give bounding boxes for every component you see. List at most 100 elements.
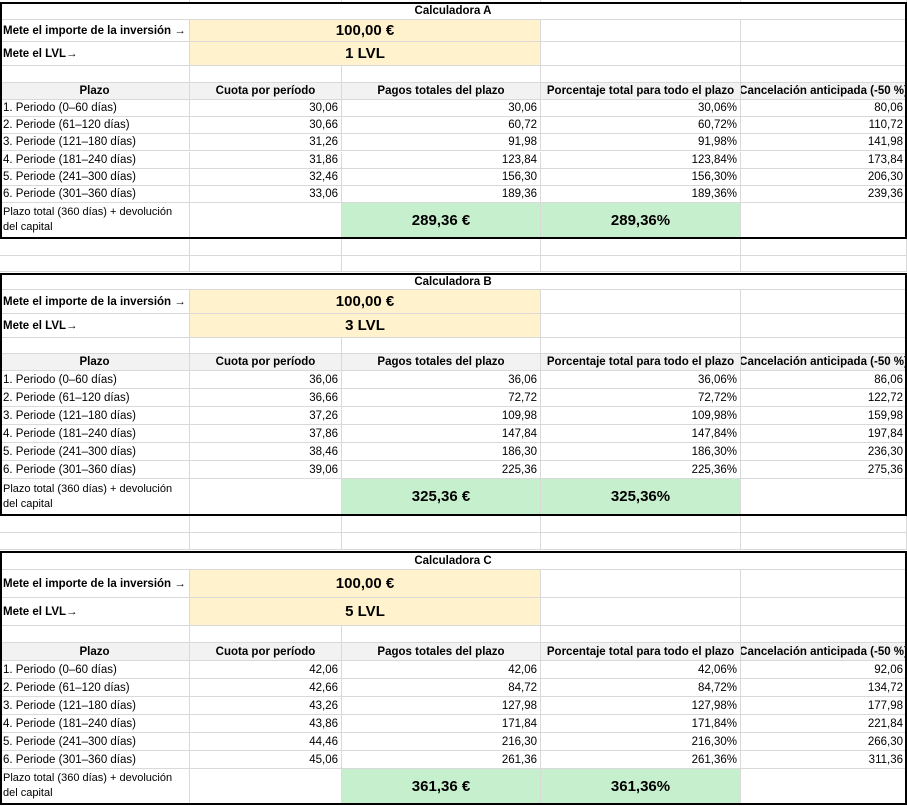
value-cell: 36,06 [342,371,541,389]
value-cell: 30,06% [541,100,741,118]
column-header: Cuota por período [190,354,342,371]
period-label: 2. Periode (61–120 días) [0,389,190,407]
value-cell: 60,72 [342,117,541,135]
value-cell: 134,72 [741,679,907,697]
value-cell: 92,06 [741,661,907,679]
value-cell: 177,98 [741,697,907,715]
value-cell: 221,84 [741,715,907,733]
calculator-title: Calculadora B [0,274,907,290]
empty-cell [741,42,907,66]
value-cell: 206,30 [741,168,907,186]
value-cell: 60,72% [541,117,741,135]
empty-cell [541,66,741,83]
period-label: 2. Periode (61–120 días) [0,679,190,697]
value-cell: 236,30 [741,443,907,461]
empty-cell [190,203,342,238]
value-cell: 72,72% [541,389,741,407]
lvl-label: Mete el LVL→ [0,42,190,66]
value-cell: 123,84% [541,151,741,169]
value-cell: 30,66 [190,117,342,135]
value-cell: 147,84 [342,425,541,443]
investment-value: 100,00 € [190,570,541,598]
empty-cell [741,533,907,550]
empty-cell [190,515,342,533]
value-cell: 261,36 [342,751,541,769]
empty-cell [0,515,190,533]
lvl-value: 1 LVL [190,42,541,66]
empty-cell [541,290,741,314]
empty-cell [541,238,741,256]
value-cell: 91,98% [541,134,741,152]
value-cell: 127,98% [541,697,741,715]
empty-cell [342,66,541,83]
column-header: Plazo [0,354,190,371]
empty-cell [190,66,342,83]
column-header: Pagos totales del plazo [342,83,541,100]
value-cell: 42,66 [190,679,342,697]
value-cell: 216,30 [342,733,541,751]
empty-cell [0,338,190,354]
value-cell: 31,26 [190,134,342,152]
value-cell: 42,06 [190,661,342,679]
empty-cell [342,256,541,272]
empty-cell [541,42,741,66]
empty-cell [342,338,541,354]
empty-cell [342,533,541,550]
total-percent: 325,36% [541,479,741,515]
value-cell: 36,06 [190,371,342,389]
period-label: 4. Periode (181–240 días) [0,425,190,443]
value-cell: 173,84 [741,151,907,169]
empty-cell [541,598,741,626]
value-cell: 80,06 [741,100,907,118]
column-header: Cancelación anticipada (-50 %) [741,643,907,661]
value-cell: 33,06 [190,185,342,203]
period-label: 5. Periode (241–300 días) [0,733,190,751]
empty-cell [541,256,741,272]
value-cell: 37,26 [190,407,342,425]
value-cell: 37,86 [190,425,342,443]
period-label: 6. Periode (301–360 días) [0,185,190,203]
value-cell: 261,36% [541,751,741,769]
investment-value: 100,00 € [190,290,541,314]
investment-label: Mete el importe de la inversión → [0,290,190,314]
empty-cell [0,533,190,550]
empty-cell [0,626,190,643]
empty-cell [541,515,741,533]
empty-cell [741,515,907,533]
period-label: 2. Periode (61–120 días) [0,117,190,135]
value-cell: 225,36 [342,461,541,479]
value-cell: 84,72% [541,679,741,697]
column-header: Porcentaje total para todo el plazo [541,354,741,371]
empty-cell [342,515,541,533]
empty-cell [741,626,907,643]
total-label: Plazo total (360 días) + devolución del … [0,769,190,804]
period-label: 3. Periode (121–180 días) [0,134,190,152]
value-cell: 123,84 [342,151,541,169]
value-cell: 110,72 [741,117,907,135]
empty-cell [741,290,907,314]
value-cell: 156,30% [541,168,741,186]
value-cell: 30,06 [342,100,541,118]
column-header: Pagos totales del plazo [342,354,541,371]
value-cell: 311,36 [741,751,907,769]
period-label: 4. Periode (181–240 días) [0,151,190,169]
value-cell: 189,36% [541,185,741,203]
value-cell: 186,30 [342,443,541,461]
value-cell: 266,30 [741,733,907,751]
empty-cell [741,479,907,515]
value-cell: 42,06% [541,661,741,679]
investment-label: Mete el importe de la inversión → [0,20,190,42]
period-label: 3. Periode (121–180 días) [0,407,190,425]
value-cell: 43,86 [190,715,342,733]
value-cell: 197,84 [741,425,907,443]
value-cell: 109,98 [342,407,541,425]
column-header: Cuota por período [190,643,342,661]
total-percent: 289,36% [541,203,741,238]
value-cell: 36,66 [190,389,342,407]
empty-cell [541,570,741,598]
period-label: 6. Periode (301–360 días) [0,461,190,479]
empty-cell [741,338,907,354]
period-label: 5. Periode (241–300 días) [0,168,190,186]
empty-cell [0,256,190,272]
